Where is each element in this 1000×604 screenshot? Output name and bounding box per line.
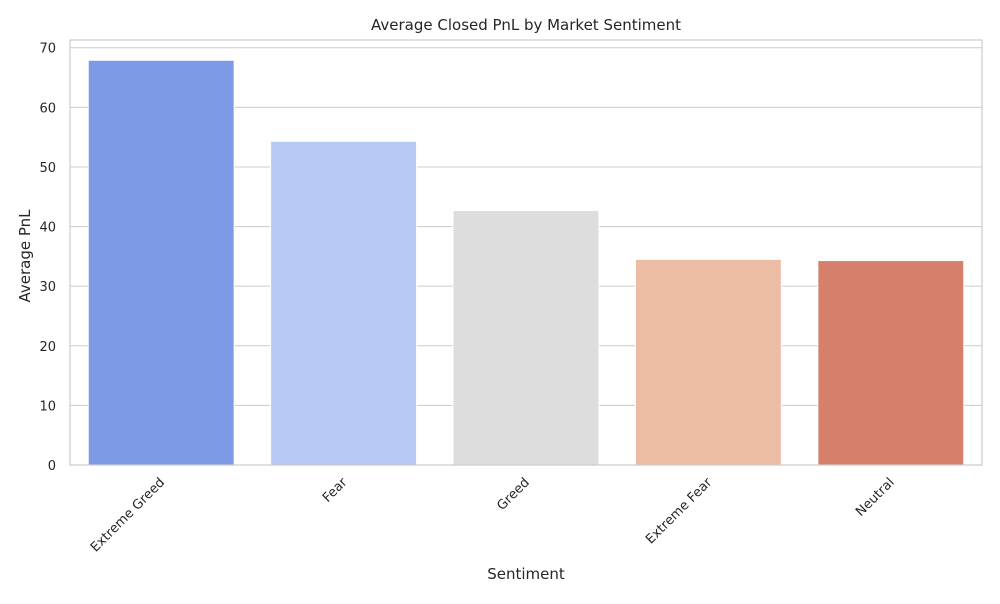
x-tick-label: Extreme Fear [643,475,716,548]
x-tick-label: Fear [320,475,351,506]
y-tick-label: 10 [39,399,56,414]
bar-extreme-fear [634,258,782,466]
x-tick-label: Greed [494,475,532,513]
y-axis-title: Average PnL [16,209,34,303]
bars [87,59,965,466]
y-tick-label: 50 [39,161,56,176]
x-tick-labels: Extreme Greed Fear Greed Extreme Fear Neutra… [88,475,898,556]
chart-title: Average Closed PnL by Market Sentiment [371,16,681,34]
plot-frame [69,39,983,466]
bar-fear [270,140,418,466]
y-tick-labels: 0 10 20 30 40 50 60 70 [39,42,56,474]
x-axis-title: Sentiment [487,565,565,583]
x-tick-label: Neutral [853,475,898,520]
bar-greed [452,209,600,466]
bar-extreme-greed [87,59,235,466]
y-tick-label: 20 [39,340,56,355]
y-tick-label: 70 [39,42,56,57]
y-tick-label: 30 [39,280,56,295]
y-tick-label: 40 [39,221,56,236]
x-tick-label: Extreme Greed [88,475,168,555]
y-tick-label: 60 [39,101,56,116]
y-tick-label: 0 [48,459,56,474]
bar-neutral [817,260,965,466]
